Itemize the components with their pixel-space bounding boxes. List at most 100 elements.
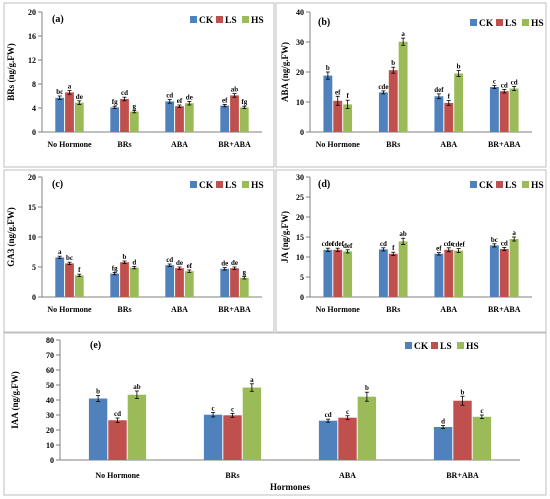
x-tick-label: BRs <box>386 305 400 314</box>
bar-ls-3 <box>230 95 239 132</box>
y-axis-title: GA3 (ng/g.FW) <box>6 207 16 267</box>
x-tick-label: BR+ABA <box>218 140 251 149</box>
significance-label: de <box>76 93 83 101</box>
bar-hs-3 <box>239 107 249 132</box>
bar-ls-1 <box>388 253 398 297</box>
bar-ls-2 <box>444 249 454 297</box>
legend-label-ck: CK <box>479 181 494 191</box>
significance-label: g <box>243 269 247 277</box>
significance-label: bc <box>491 236 498 244</box>
panel-tag: (b) <box>318 17 330 28</box>
legend-swatch-ck <box>190 16 197 23</box>
bar-hs-2 <box>357 396 377 460</box>
significance-label: c <box>212 404 215 412</box>
legend-label-hs: HS <box>251 16 264 26</box>
legend-swatch-ls <box>496 19 503 26</box>
x-tick-label: BRs <box>117 305 131 314</box>
legend-swatch-ls <box>431 342 438 349</box>
significance-label: cde <box>378 83 388 91</box>
legend-label-hs: HS <box>466 342 479 352</box>
significance-label: cdef <box>332 240 345 248</box>
bar-ck-0 <box>55 97 65 132</box>
bar-ck-3 <box>489 87 499 132</box>
significance-label: fg <box>112 264 118 272</box>
significance-label: g <box>133 102 137 110</box>
y-tick-label: 15 <box>296 233 304 242</box>
x-axis-title: Hormones <box>270 482 310 492</box>
legend-swatch-hs <box>457 342 464 349</box>
x-tick-label: BR+ABA <box>218 305 251 314</box>
bar-ls-3 <box>499 249 509 297</box>
y-tick-label: 10 <box>46 441 54 450</box>
bar-hs-1 <box>129 111 139 132</box>
legend-label-hs: HS <box>251 181 264 191</box>
legend-swatch-hs <box>522 181 529 188</box>
legend-swatch-ls <box>496 181 503 188</box>
bar-ck-2 <box>318 420 338 460</box>
significance-label: cdef <box>452 241 465 249</box>
significance-label: cd <box>166 92 173 100</box>
significance-label: a <box>58 248 62 256</box>
significance-label: b <box>123 253 127 261</box>
bar-ck-2 <box>434 96 444 132</box>
significance-label: cd <box>114 410 121 418</box>
legend-label-ck: CK <box>199 181 214 191</box>
legend-swatch-ck <box>190 181 197 188</box>
bar-hs-1 <box>242 387 262 460</box>
bar-ls-1 <box>120 99 129 132</box>
bar-ls-2 <box>444 102 454 132</box>
bar-hs-2 <box>454 73 464 132</box>
legend-swatch-ck <box>470 181 477 188</box>
significance-label: ab <box>231 86 239 94</box>
significance-label: cdef <box>322 240 335 248</box>
bar-hs-1 <box>398 241 408 297</box>
bar-ck-2 <box>165 265 175 297</box>
significance-label: f <box>346 92 349 100</box>
y-axis-title: ABA (ng/g.FW) <box>280 42 290 102</box>
significance-label: d <box>441 418 445 426</box>
legend-swatch-ls <box>216 181 223 188</box>
significance-label: a <box>250 376 254 384</box>
y-tick-label: 80 <box>46 336 54 345</box>
chart-panel-4: 0 10 20 30 40 50 60 70 80 IAA (ng/g.FW) (e) CK LS HS b… <box>3 332 547 496</box>
bar-ck-0 <box>55 257 65 297</box>
significance-label: c <box>493 78 496 86</box>
bar-hs-0 <box>127 394 147 460</box>
y-tick-label: 0 <box>300 128 304 137</box>
panel-border <box>275 2 547 168</box>
legend-label-ls: LS <box>440 342 452 352</box>
bar-ls-1 <box>120 262 129 297</box>
legend-label-hs: HS <box>531 181 544 191</box>
significance-label: cd <box>501 81 508 89</box>
y-tick-label: 20 <box>296 213 304 222</box>
significance-label: f <box>78 266 81 274</box>
legend-label-hs: HS <box>531 19 544 29</box>
significance-label: de <box>221 260 228 268</box>
y-tick-label: 30 <box>46 411 54 420</box>
significance-label: f <box>392 244 395 252</box>
x-tick-label: No Hormone <box>47 140 92 149</box>
bar-ck-3 <box>220 105 230 132</box>
bar-hs-1 <box>129 267 139 297</box>
x-tick-label: No Hormone <box>95 471 140 480</box>
legend-swatch-hs <box>522 19 529 26</box>
significance-label: f <box>448 93 451 101</box>
y-tick-label: 5 <box>300 273 304 282</box>
bar-ck-0 <box>88 398 108 460</box>
bar-hs-3 <box>509 88 519 132</box>
bar-ls-0 <box>65 263 74 297</box>
legend-swatch-ck <box>405 342 412 349</box>
bar-hs-0 <box>74 275 84 297</box>
bar-hs-3 <box>472 416 492 460</box>
legend-label-ck: CK <box>199 16 214 26</box>
y-tick-label: 50 <box>46 381 54 390</box>
legend-label-ls: LS <box>505 181 517 191</box>
x-tick-label: ABA <box>171 140 188 149</box>
significance-label: a <box>68 83 72 91</box>
x-tick-label: No Hormone <box>47 305 92 314</box>
panel-tag: (e) <box>90 340 101 351</box>
